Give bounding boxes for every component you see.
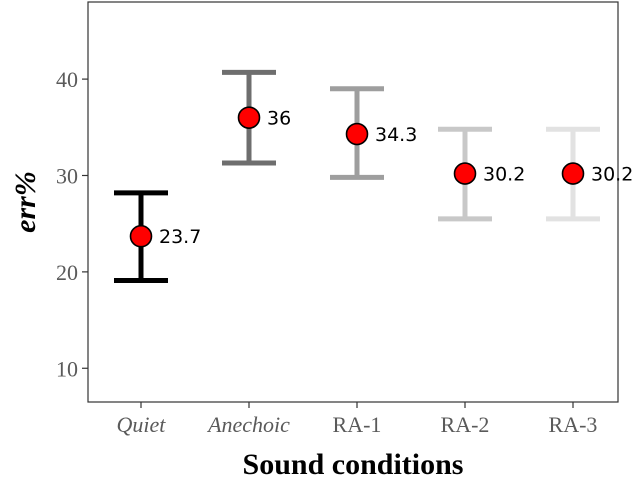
x-axis-title: Sound conditions (243, 448, 464, 478)
y-tick-label: 40 (56, 67, 78, 92)
plot-panel (87, 1, 619, 403)
x-tick-label: Quiet (117, 412, 167, 437)
y-axis-title: err% (9, 171, 42, 233)
data-point (237, 106, 261, 129)
data-point (453, 162, 477, 185)
y-tick-label: 10 (56, 356, 78, 381)
error-bar-group: 30.2 (438, 126, 525, 222)
y-axis: 10 20 30 40 (56, 67, 88, 381)
error-bar-group: 30.2 (546, 126, 633, 222)
x-tick-label: RA-1 (333, 412, 382, 437)
x-tick-label: RA-3 (549, 412, 598, 437)
data-label: 23.7 (159, 226, 201, 248)
data-point (561, 162, 585, 185)
error-bar-group: 34.3 (330, 86, 417, 180)
data-point (129, 224, 153, 248)
y-tick-label: 20 (56, 260, 78, 285)
data-point (345, 122, 369, 146)
y-tick-label: 30 (56, 163, 78, 188)
x-tick-label: RA-2 (441, 412, 490, 437)
error-bar-group: 36 (222, 69, 291, 166)
data-label: 36 (267, 108, 291, 130)
data-label: 30.2 (483, 164, 525, 186)
data-label: 34.3 (375, 124, 417, 146)
x-tick-label: Anechoic (206, 412, 290, 437)
error-bar-group: 23.7 (114, 190, 201, 284)
x-axis: Quiet Anechoic RA-1 RA-2 RA-3 (117, 402, 598, 437)
data-marks: 23.7 36 34.3 30.2 30.2 (114, 69, 633, 284)
data-label: 30.2 (591, 164, 633, 186)
